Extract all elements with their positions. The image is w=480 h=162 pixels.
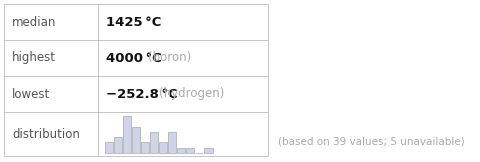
Bar — [168, 132, 176, 153]
Text: median: median — [12, 16, 56, 29]
Bar — [186, 148, 194, 153]
Bar — [123, 116, 131, 153]
Text: highest: highest — [12, 52, 56, 64]
Bar — [204, 148, 213, 153]
Text: (boron): (boron) — [148, 52, 192, 64]
Bar — [177, 148, 185, 153]
Text: −252.8 °C: −252.8 °C — [106, 87, 178, 100]
Text: 4000 °C: 4000 °C — [106, 52, 162, 64]
Bar — [141, 142, 149, 153]
Text: (based on 39 values; 5 unavailable): (based on 39 values; 5 unavailable) — [278, 136, 465, 146]
Bar — [114, 137, 121, 153]
Text: lowest: lowest — [12, 87, 50, 100]
Text: 1425 °C: 1425 °C — [106, 16, 161, 29]
Bar — [150, 132, 158, 153]
Bar — [159, 142, 167, 153]
Bar — [105, 142, 113, 153]
Text: distribution: distribution — [12, 127, 80, 140]
Bar — [132, 127, 140, 153]
Bar — [4, 4, 268, 156]
Text: (hydrogen): (hydrogen) — [159, 87, 225, 100]
